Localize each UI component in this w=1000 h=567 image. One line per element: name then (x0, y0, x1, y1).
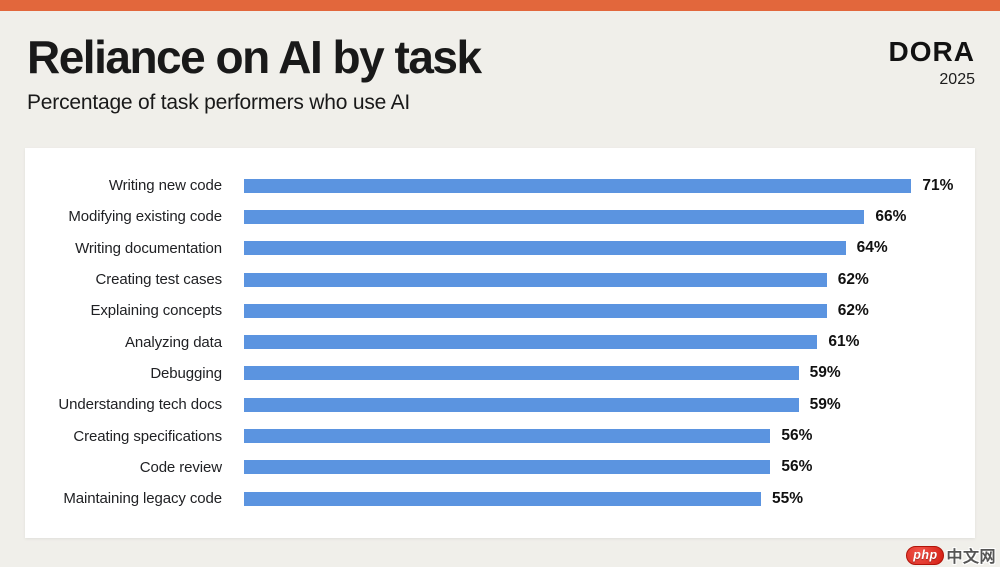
bar-label: Analyzing data (124, 333, 222, 351)
watermark: php 中文网 (906, 545, 996, 566)
chart-row: Debugging 59% (45, 358, 955, 389)
bar (244, 303, 827, 318)
page-title: Reliance on AI by task (27, 31, 482, 83)
bar-track: 61% (244, 326, 955, 357)
chart-row: Creating specifications 56% (45, 420, 955, 451)
bar-track: 56% (244, 452, 955, 483)
bar (244, 460, 771, 475)
bar-track: 55% (244, 483, 955, 514)
chart-row: Writing new code 71% (45, 170, 955, 201)
bar-value: 71% (922, 176, 954, 194)
bar-value: 62% (837, 270, 869, 288)
chart-card: Writing new code 71% Modifying existing co… (25, 148, 975, 538)
bar-track: 71% (244, 170, 955, 201)
bar-track: 64% (244, 233, 955, 264)
bar-label: Maintaining legacy code (63, 490, 222, 508)
bar-label: Writing new code (108, 177, 222, 195)
chart-row: Writing documentation 64% (45, 233, 955, 264)
bar (244, 178, 912, 193)
bar-value: 56% (781, 427, 813, 445)
bar-track: 56% (244, 420, 955, 451)
header-titles: Reliance on AI by task Percentage of tas… (27, 31, 482, 115)
bar (244, 491, 761, 506)
bar-track: 59% (244, 358, 955, 389)
bar (244, 366, 799, 381)
bar-track: 62% (244, 295, 955, 326)
bar (244, 397, 799, 412)
bar-label: Creating specifications (73, 427, 222, 445)
chart-row: Maintaining legacy code 55% (45, 483, 955, 514)
chart-row: Modifying existing code 66% (45, 201, 955, 232)
bar-label: Modifying existing code (68, 208, 222, 226)
bar-label: Explaining concepts (90, 302, 222, 320)
bar-value: 55% (772, 489, 804, 507)
bar-value: 56% (781, 458, 813, 476)
page-subtitle: Percentage of task performers who use AI (27, 90, 411, 114)
bar-value: 66% (875, 207, 907, 225)
header: Reliance on AI by task Percentage of tas… (27, 31, 975, 115)
bar (244, 241, 846, 256)
top-accent-bar (0, 0, 1000, 11)
bar-track: 66% (244, 201, 955, 232)
chart-row: Understanding tech docs 59% (45, 389, 955, 420)
bar-track: 59% (244, 389, 955, 420)
bar (244, 429, 771, 444)
bar-track: 62% (244, 264, 955, 295)
chart-row: Code review 56% (45, 452, 955, 483)
chart-row: Explaining concepts 62% (45, 295, 955, 326)
chart-row: Analyzing data 61% (45, 326, 955, 357)
brand-block: DORA 2025 (889, 32, 975, 88)
bar-value: 62% (837, 301, 869, 319)
bar-value: 59% (809, 395, 841, 413)
bar-label: Code review (139, 458, 222, 476)
bar-label: Creating test cases (95, 271, 223, 289)
chart-rows: Writing new code 71% Modifying existing co… (25, 148, 975, 538)
bar-value: 59% (809, 364, 841, 382)
bar (244, 209, 865, 224)
bar-value: 64% (856, 239, 888, 257)
php-badge-icon: php (906, 545, 945, 565)
chart-row: Creating test cases 62% (45, 264, 955, 295)
bar-label: Writing documentation (75, 239, 222, 257)
dora-logo: DORA (888, 36, 975, 67)
bar-value: 61% (828, 333, 860, 351)
bar-label: Understanding tech docs (58, 396, 222, 414)
bar-label: Debugging (150, 364, 222, 382)
watermark-text: 中文网 (946, 549, 996, 566)
bar (244, 335, 818, 350)
bar (244, 272, 827, 287)
dora-year: 2025 (939, 71, 975, 88)
